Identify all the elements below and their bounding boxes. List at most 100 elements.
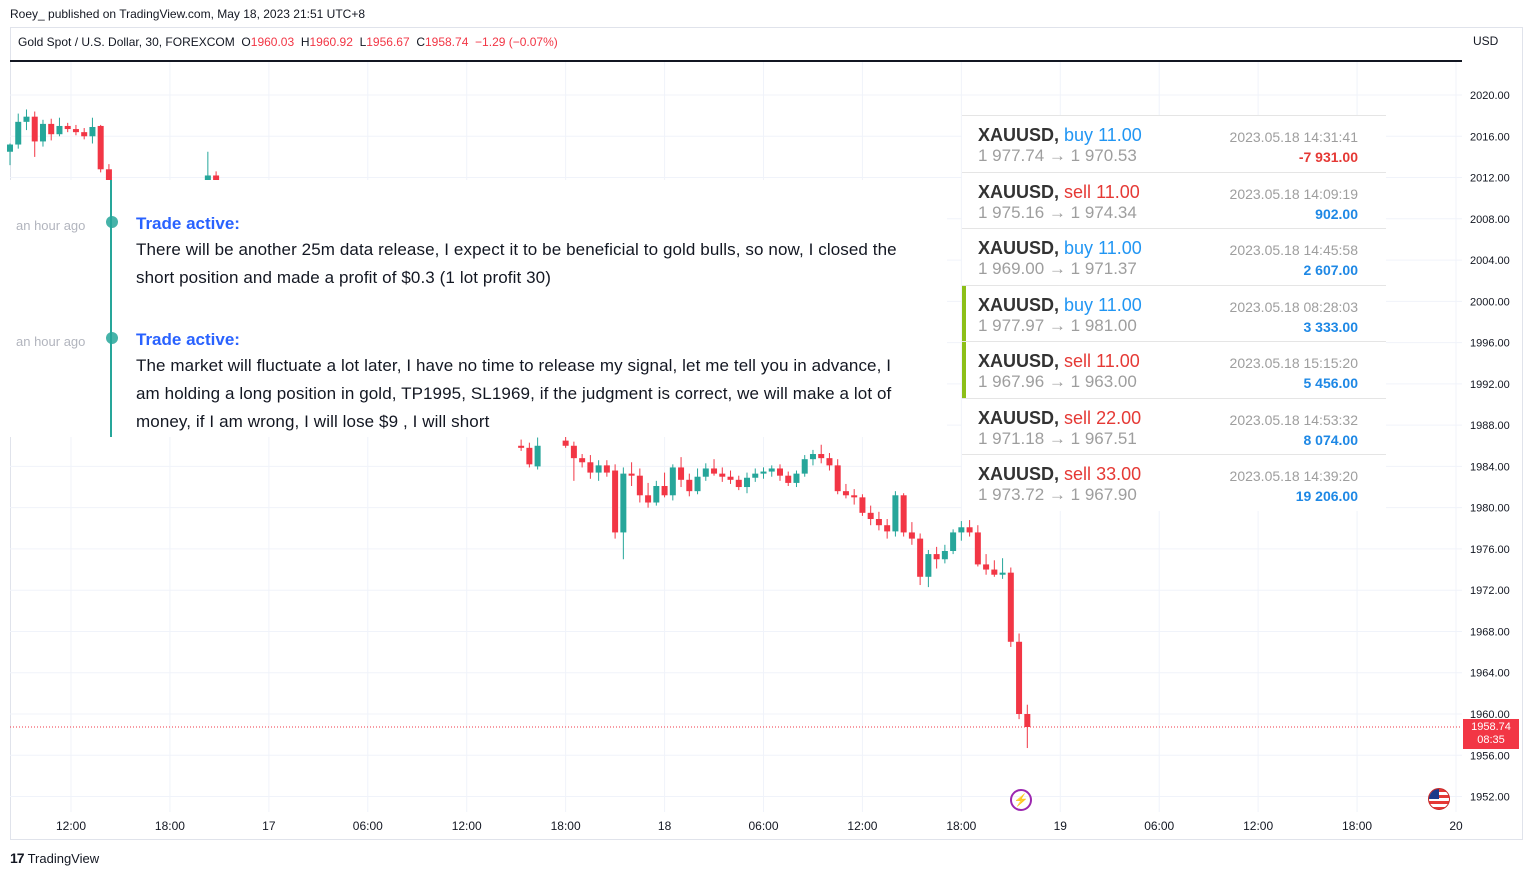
tradingview-logo[interactable]: 17 TradingView: [10, 850, 99, 866]
candle-body: [900, 495, 907, 533]
candle-body: [579, 458, 586, 463]
candle-body: [760, 471, 767, 474]
candle-body: [595, 465, 602, 473]
candle-body: [818, 454, 825, 459]
idea-title[interactable]: Trade active:: [136, 330, 240, 349]
candle-body: [570, 445, 577, 459]
candle: [653, 480, 660, 506]
trade-close-price: 1 967.90: [1070, 485, 1137, 504]
candle: [950, 529, 957, 555]
candle-body: [72, 129, 79, 133]
candle: [941, 544, 948, 564]
candle-body: [636, 475, 643, 496]
idea-dot-icon: [106, 216, 118, 228]
candle-body: [15, 121, 22, 145]
candle: [48, 118, 55, 141]
candle: [1024, 704, 1031, 749]
candle-body: [204, 175, 211, 184]
candle: [562, 435, 569, 448]
candle-body: [653, 486, 660, 503]
trade-side: sell: [1064, 181, 1092, 202]
candle-body: [719, 473, 726, 477]
trade-row[interactable]: XAUUSD, sell 11.00 1 975.16 → 1 974.34 202…: [962, 171, 1386, 228]
idea-time: an hour ago: [16, 218, 86, 233]
candle: [752, 468, 759, 482]
close-value: 1958.74: [424, 35, 469, 49]
trade-row[interactable]: XAUUSD, sell 33.00 1 973.72 → 1 967.90 202…: [962, 454, 1386, 510]
candle: [892, 491, 899, 537]
trade-prices: 1 977.97 → 1 981.00: [978, 316, 1137, 336]
trade-row[interactable]: XAUUSD, buy 11.00 1 977.97 → 1 981.00 2023…: [962, 284, 1386, 342]
trade-row[interactable]: XAUUSD, sell 22.00 1 971.18 → 1 967.51 202…: [962, 397, 1386, 454]
trade-title: XAUUSD, sell 11.00: [978, 182, 1140, 203]
candle: [1016, 633, 1023, 720]
candle-body: [768, 468, 775, 472]
candle-body: [925, 554, 932, 577]
candle: [81, 128, 88, 140]
candle: [570, 441, 577, 481]
candle: [23, 109, 30, 131]
candle: [603, 460, 610, 477]
low-value: 1956.67: [366, 35, 410, 49]
idea-text: There will be another 25m data release, …: [136, 240, 897, 287]
candle-body: [562, 440, 569, 446]
candles: [6, 109, 1031, 749]
candle: [636, 468, 643, 503]
candle-body: [628, 473, 635, 476]
candle: [661, 472, 668, 498]
trade-prices: 1 967.96 → 1 963.00: [978, 372, 1137, 392]
time-tick-label: 06:00: [1144, 819, 1174, 833]
candle-body: [892, 495, 899, 532]
trade-close-price: 1 971.37: [1070, 259, 1137, 278]
trade-prices: 1 977.74 → 1 970.53: [978, 146, 1137, 166]
idea-title[interactable]: Trade active:: [136, 214, 240, 233]
candle: [612, 464, 619, 539]
price-tick-label: 1984.00: [1470, 461, 1510, 473]
trade-row[interactable]: XAUUSD, sell 11.00 1 967.96 → 1 963.00 202…: [962, 341, 1386, 398]
candle-body: [999, 572, 1006, 575]
candle: [842, 483, 849, 499]
trade-date: 2023.05.18 14:31:41: [1229, 129, 1358, 145]
candle: [595, 460, 602, 481]
trade-symbol: XAUUSD,: [978, 407, 1060, 428]
trade-side: sell: [1064, 351, 1092, 371]
symbol-name[interactable]: Gold Spot / U.S. Dollar, 30, FOREXCOM: [18, 35, 235, 49]
candle: [793, 470, 800, 488]
candle-body: [702, 468, 709, 477]
time-tick-label: 18:00: [155, 819, 185, 833]
trade-open-price: 1 969.00: [978, 259, 1045, 278]
us-flag-icon[interactable]: [1428, 788, 1450, 810]
trade-row[interactable]: XAUUSD, buy 11.00 1 969.00 → 1 971.37 2023…: [962, 228, 1386, 284]
candle: [1007, 567, 1014, 647]
price-tick-label: 2004.00: [1470, 255, 1510, 267]
trade-date: 2023.05.18 14:53:32: [1229, 411, 1358, 428]
arrow-right-icon: →: [1048, 485, 1066, 504]
price-tick-label: 1992.00: [1470, 379, 1510, 391]
candle: [867, 505, 874, 526]
lightning-icon[interactable]: ⚡: [1010, 789, 1032, 811]
trade-profit: 902.00: [1315, 205, 1358, 222]
current-price-badge: 1958.74 08:35: [1463, 719, 1519, 749]
candle-body: [991, 569, 998, 575]
trade-profit: 8 074.00: [1303, 431, 1359, 448]
currency-label[interactable]: USD: [1473, 34, 1499, 48]
trade-date: 2023.05.18 14:39:20: [1229, 468, 1358, 484]
candle: [678, 457, 685, 488]
candle: [875, 511, 882, 531]
trade-side: sell: [1064, 407, 1092, 428]
trade-open-price: 1 967.96: [978, 372, 1045, 391]
symbol-ohlc-legend: Gold Spot / U.S. Dollar, 30, FOREXCOM O1…: [18, 35, 558, 49]
candle: [744, 472, 751, 494]
price-tick-label: 2016.00: [1470, 131, 1510, 143]
candle: [933, 546, 940, 569]
idea-text: The market will fluctuate a lot later, I…: [136, 356, 892, 431]
candle-body: [727, 476, 734, 480]
bar-countdown: 08:35: [1477, 734, 1505, 746]
candle: [818, 444, 825, 464]
candle: [587, 455, 594, 479]
candle-body: [534, 445, 541, 467]
trade-close-price: 1 967.51: [1070, 428, 1137, 448]
arrow-right-icon: →: [1048, 315, 1066, 335]
trade-row[interactable]: XAUUSD, buy 11.00 1 977.74 → 1 970.53 2023…: [962, 115, 1386, 171]
price-tick-label: 1972.00: [1470, 585, 1510, 597]
